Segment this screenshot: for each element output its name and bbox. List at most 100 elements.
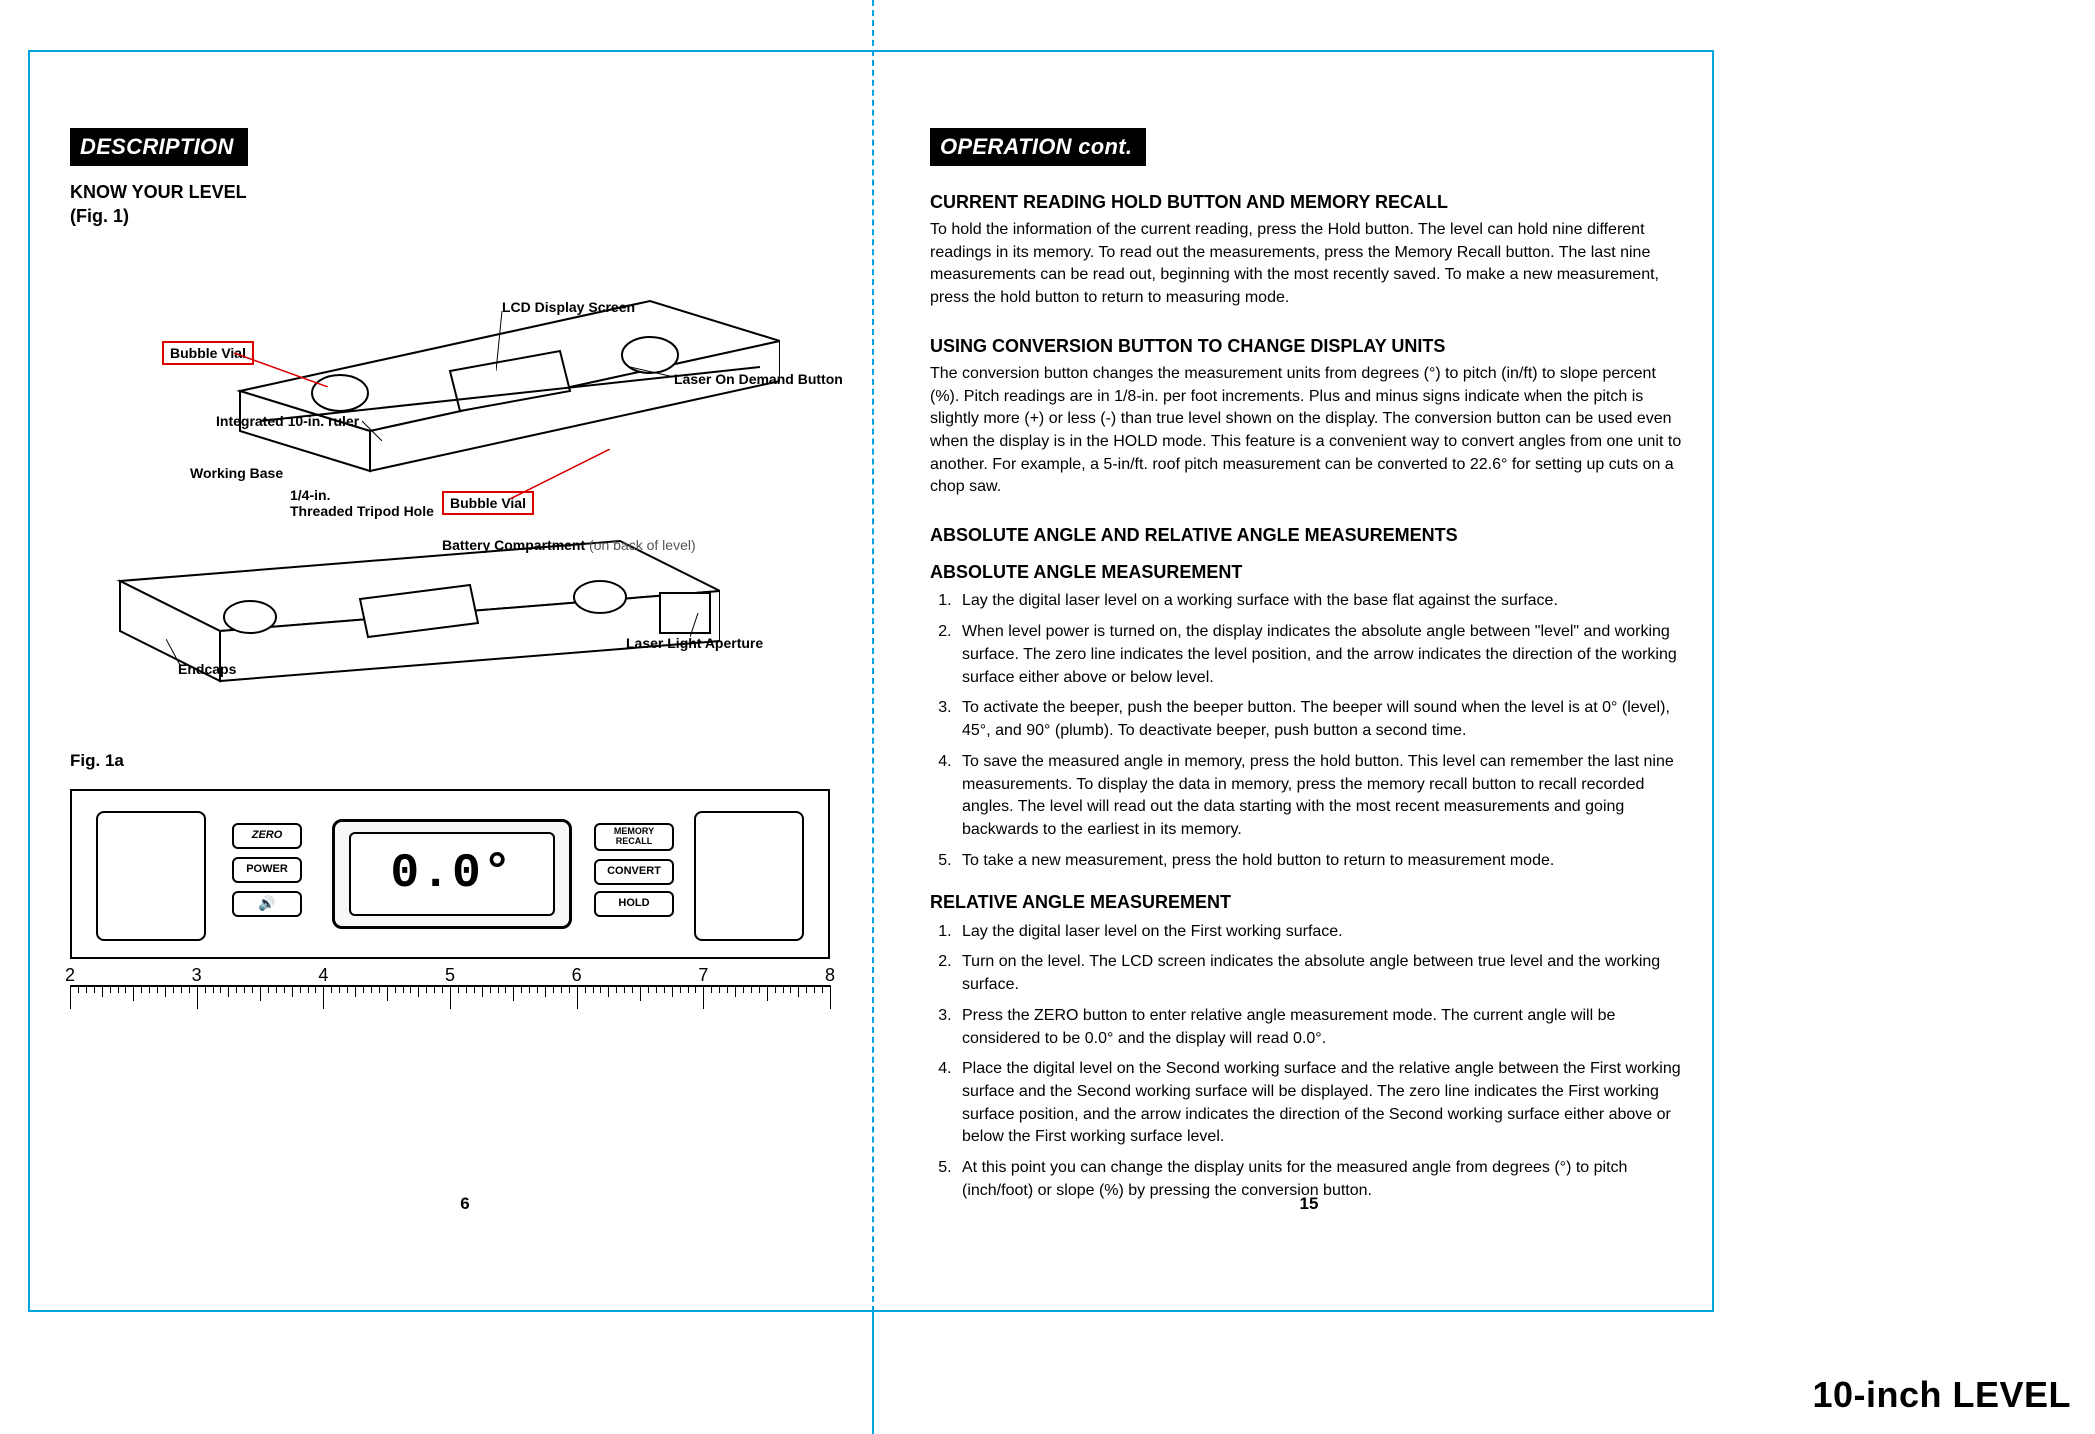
ruler-tick — [292, 985, 293, 997]
convert-heading: USING CONVERSION BUTTON TO CHANGE DISPLA… — [930, 336, 1688, 357]
ruler-tick — [743, 985, 744, 993]
rel-steps-item: Place the digital level on the Second wo… — [956, 1058, 1688, 1149]
ruler-tick — [205, 985, 206, 993]
ruler-number: 3 — [192, 965, 202, 986]
left-vial-frame — [96, 811, 206, 941]
ruler-tick — [102, 985, 103, 997]
ruler-tick — [814, 985, 815, 993]
memory-recall-button-graphic: MEMORY RECALL — [594, 823, 674, 851]
leader-bubble-1 — [234, 347, 328, 387]
ruler-tick — [466, 985, 467, 993]
angles-heading: ABSOLUTE ANGLE AND RELATIVE ANGLE MEASUR… — [930, 525, 1688, 546]
ruler-tick — [141, 985, 142, 993]
leader-aperture — [690, 613, 710, 637]
ruler-tick — [363, 985, 364, 993]
ruler-tick — [672, 985, 673, 997]
callout-battery: Battery Compartment (on back of level) — [442, 537, 696, 553]
lcd-frame: 0.0° — [332, 819, 572, 929]
abs-steps-item: When level power is turned on, the displ… — [956, 621, 1688, 689]
rel-steps-item: Press the ZERO button to enter relative … — [956, 1005, 1688, 1050]
ruler-tick — [70, 985, 71, 1009]
leader-endcaps — [166, 639, 206, 665]
beeper-button-graphic: 🔊 — [232, 891, 302, 917]
figure-1-diagram: Bubble Vial LCD Display Screen Laser On … — [70, 241, 860, 741]
ruler-tick — [403, 985, 404, 993]
footer-product-label: 10-inch LEVEL — [1812, 1374, 2071, 1416]
ruler-number: 5 — [445, 965, 455, 986]
relative-steps: Lay the digital laser level on the First… — [956, 921, 1688, 1203]
fig-1a-box: ZERO POWER 🔊 0.0° MEMORY RECALL CONVERT … — [70, 789, 830, 959]
ruler-tick — [181, 985, 182, 993]
ruler-tick — [173, 985, 174, 993]
right-vial-frame — [694, 811, 804, 941]
ruler-tick — [94, 985, 95, 993]
ruler-tick — [490, 985, 491, 993]
ruler-tick — [521, 985, 522, 993]
ruler-tick — [284, 985, 285, 993]
ruler-tick — [648, 985, 649, 993]
ruler-tick — [775, 985, 776, 993]
abs-steps-item: To save the measured angle in memory, pr… — [956, 751, 1688, 842]
hold-heading: CURRENT READING HOLD BUTTON AND MEMORY R… — [930, 192, 1688, 213]
ruler-tick — [505, 985, 506, 993]
page-root: DESCRIPTION KNOW YOUR LEVEL (Fig. 1) — [0, 0, 2095, 1434]
callout-working-base: Working Base — [190, 465, 283, 481]
ruler-tick — [790, 985, 791, 993]
ruler-tick — [703, 985, 704, 1009]
ruler-tick — [767, 985, 768, 1001]
ruler-tick — [458, 985, 459, 993]
power-button-graphic: POWER — [232, 857, 302, 883]
ruler-tick — [213, 985, 214, 993]
absolute-heading: ABSOLUTE ANGLE MEASUREMENT — [930, 560, 1688, 584]
leader-laser-btn — [630, 361, 680, 381]
ruler-tick — [680, 985, 681, 993]
ruler-tick — [347, 985, 348, 993]
lower-level-drawing — [100, 501, 720, 721]
page-number-6: 6 — [460, 1194, 469, 1214]
ruler-tick — [751, 985, 752, 993]
rel-steps-item: Lay the digital laser level on the First… — [956, 921, 1688, 944]
convert-body: The conversion button changes the measur… — [930, 363, 1688, 499]
rel-steps-item: At this point you can change the display… — [956, 1157, 1688, 1202]
ruler-tick — [553, 985, 554, 993]
ruler-tick — [482, 985, 483, 997]
convert-button-graphic: CONVERT — [594, 859, 674, 885]
ruler-number: 7 — [698, 965, 708, 986]
ruler-tick — [529, 985, 530, 993]
ruler-tick — [149, 985, 150, 993]
battery-label: Battery Compartment — [442, 537, 585, 553]
battery-note: (on back of level) — [585, 537, 696, 553]
ruler-tick — [545, 985, 546, 997]
lcd-inner: 0.0° — [349, 832, 555, 916]
abs-steps-item: To activate the beeper, push the beeper … — [956, 697, 1688, 742]
ruler-tick — [585, 985, 586, 993]
ruler-tick — [236, 985, 237, 993]
ruler-tick — [118, 985, 119, 993]
page-number-15: 15 — [1300, 1194, 1319, 1214]
tripod-l1: 1/4-in. — [290, 487, 330, 503]
callout-laser-button: Laser On Demand Button — [674, 371, 843, 387]
ruler-tick — [822, 985, 823, 993]
ruler-tick — [783, 985, 784, 993]
know-your-level-heading: KNOW YOUR LEVEL (Fig. 1) — [70, 180, 860, 229]
zero-button-graphic: ZERO — [232, 823, 302, 849]
ruler-tick — [498, 985, 499, 993]
ruler-tick — [125, 985, 126, 993]
ruler-tick — [561, 985, 562, 993]
right-column: OPERATION cont. CURRENT READING HOLD BUT… — [930, 128, 1688, 1234]
ruler-number: 2 — [65, 965, 75, 986]
ruler-tick — [165, 985, 166, 997]
ruler-tick — [410, 985, 411, 993]
ruler-tick — [759, 985, 760, 993]
ruler-tick — [308, 985, 309, 993]
rel-steps-item: Turn on the level. The LCD screen indica… — [956, 951, 1688, 996]
ruler-tick — [244, 985, 245, 993]
section-tag-description: DESCRIPTION — [70, 128, 248, 166]
ruler-tick — [228, 985, 229, 997]
callout-lcd: LCD Display Screen — [502, 299, 635, 315]
ruler-tick — [323, 985, 324, 1009]
center-fold-dashed — [872, 0, 874, 1312]
callout-laser-aperture: Laser Light Aperture — [626, 635, 763, 651]
ruler-tick — [513, 985, 514, 1001]
ruler-tick — [379, 985, 380, 993]
